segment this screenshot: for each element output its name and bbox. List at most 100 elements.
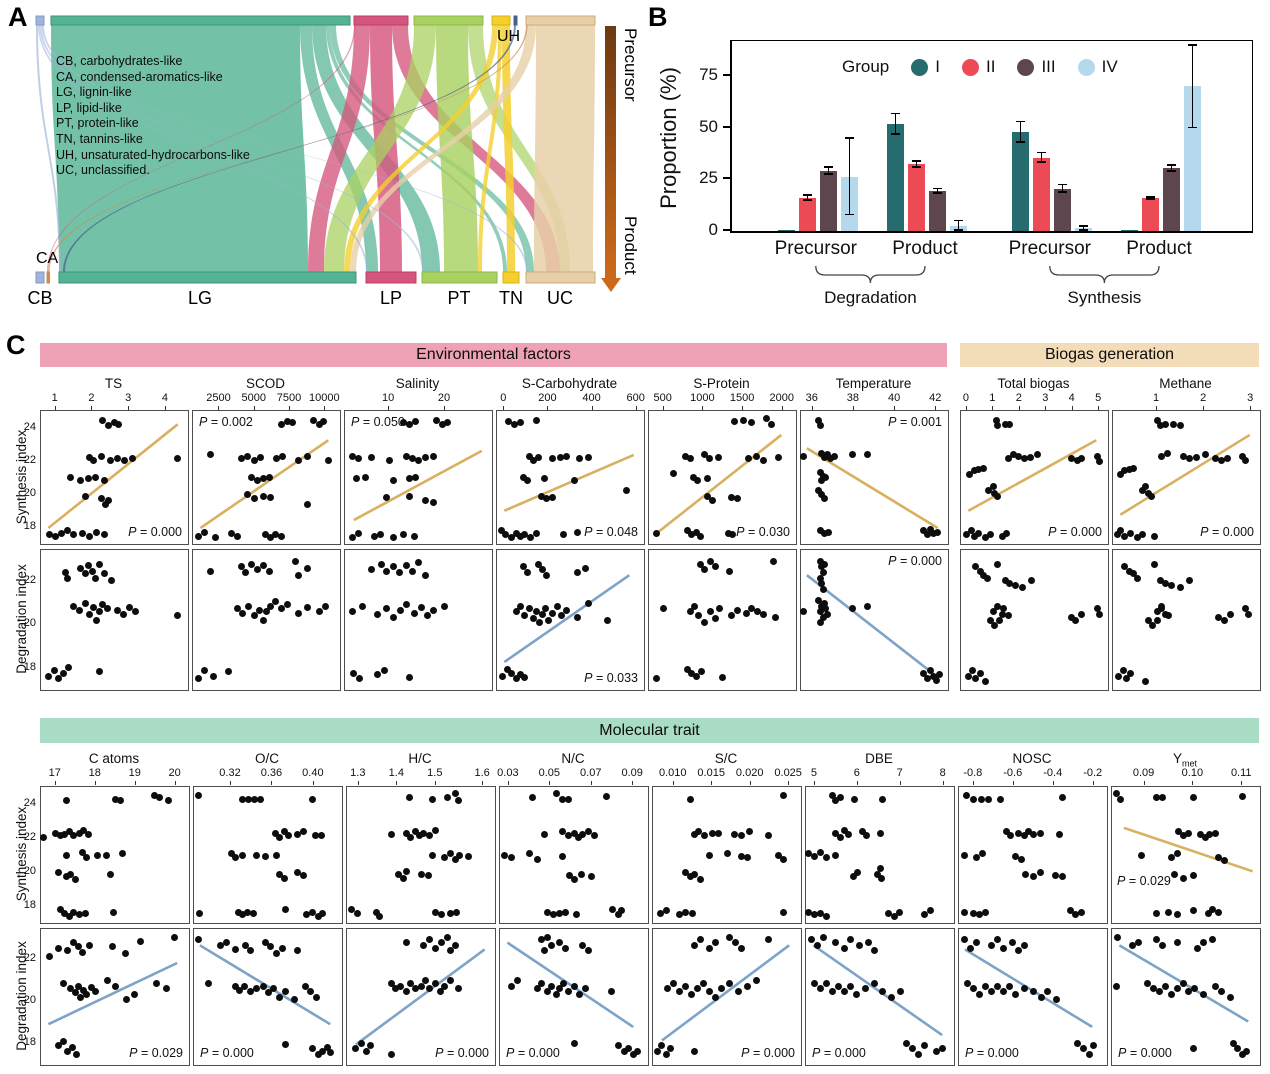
- scatter-point: [113, 455, 121, 463]
- x-tick-mark: [507, 781, 509, 785]
- x-tick-mark: [396, 781, 398, 785]
- scatter-point: [68, 1043, 76, 1051]
- scatter-point: [1152, 936, 1160, 944]
- x-tick-mark: [942, 781, 944, 785]
- scatter-point: [846, 936, 854, 944]
- scatter-point: [1001, 420, 1009, 428]
- scatter-point: [986, 531, 994, 539]
- x-tick-label: 17: [48, 767, 61, 779]
- scatter-point: [726, 933, 734, 941]
- scatter-point: [754, 608, 762, 616]
- scatter-point: [81, 570, 89, 578]
- scatter-point: [273, 455, 281, 463]
- scatter-point: [682, 452, 690, 460]
- scatter-point: [75, 606, 83, 614]
- scatter-point: [227, 529, 235, 537]
- scatter-point: [676, 988, 684, 996]
- scatter-point: [1138, 851, 1146, 859]
- scatter-point: [870, 947, 878, 955]
- scatter-point: [1202, 451, 1210, 459]
- x-tick-mark: [852, 406, 854, 410]
- scatter-point: [276, 870, 284, 878]
- scatter-point: [811, 911, 819, 919]
- scatter-point: [231, 982, 239, 990]
- scatter-point: [382, 493, 390, 501]
- scatter-point: [396, 982, 404, 990]
- scatter-point: [358, 1039, 366, 1047]
- scatter-plot: P = 0.048: [496, 410, 645, 545]
- scatter-point: [373, 671, 381, 679]
- x-tick-mark: [899, 781, 901, 785]
- sankey-bottom-label-CB: CB: [27, 288, 53, 308]
- scatter-point: [75, 911, 83, 919]
- scatter-point: [62, 568, 70, 576]
- error-bar-cap: [912, 166, 921, 168]
- scatter-point: [543, 988, 551, 996]
- scatter-point: [55, 869, 63, 877]
- sankey-node-LP: [365, 271, 417, 284]
- scatter-point: [500, 851, 508, 859]
- scatter-point: [877, 874, 885, 882]
- p-value-symbol: P: [1200, 525, 1209, 539]
- scatter-point: [1173, 850, 1181, 858]
- scatter-point: [382, 605, 390, 613]
- scatter-point: [519, 563, 527, 571]
- scatter-plot: [40, 549, 189, 691]
- scatter-point: [69, 602, 77, 610]
- p-value-label: P = 0.000: [965, 1046, 1019, 1060]
- scatter-point: [832, 851, 840, 859]
- scatter-point: [1029, 988, 1037, 996]
- scatter-point: [821, 599, 829, 607]
- x-tick-mark: [1098, 406, 1100, 410]
- x-tick-mark: [54, 406, 56, 410]
- scatter-point: [561, 908, 569, 916]
- scatter-point: [705, 988, 713, 996]
- scatter-point: [304, 452, 312, 460]
- scatter-point: [848, 451, 856, 459]
- scatter-point: [254, 476, 262, 484]
- error-bar-cap: [802, 199, 812, 201]
- x-tick-label: 2: [1015, 392, 1022, 404]
- scatter-point: [65, 828, 73, 836]
- scatter-point: [829, 988, 837, 996]
- scatter-point: [976, 911, 984, 919]
- scatter-point: [539, 610, 547, 618]
- scatter-point: [1150, 560, 1158, 568]
- scatter-point: [313, 993, 321, 1001]
- scatter-point: [385, 456, 393, 464]
- scatter-point: [521, 612, 529, 620]
- scatter-point: [277, 532, 285, 540]
- scatter-point: [526, 850, 534, 858]
- scatter-point: [1215, 908, 1223, 916]
- scatter-point: [1209, 936, 1217, 944]
- scatter-point: [821, 495, 829, 503]
- scatter-point: [701, 832, 709, 840]
- scatter-plot: [958, 786, 1108, 924]
- scatter-point: [1179, 874, 1187, 882]
- x-ticks-h/c: 1.3 1.4 1.5 1.6: [346, 767, 494, 785]
- scatter-point: [69, 531, 77, 539]
- scatter-point: [1152, 794, 1160, 802]
- scatter-point: [549, 911, 557, 919]
- scatter-point: [686, 455, 694, 463]
- b-legend-item-II: II: [961, 57, 995, 77]
- scatter-point: [585, 828, 593, 836]
- scatter-point: [897, 988, 905, 996]
- scatter-point: [382, 567, 390, 575]
- scatter-point: [84, 561, 92, 569]
- sankey-legend-line: UH, unsaturated-hydrocarbons-like: [56, 147, 250, 162]
- scatter-point: [992, 416, 1000, 424]
- x-tick-mark: [965, 406, 967, 410]
- p-value-label: P = 0.000: [888, 554, 942, 568]
- scatter-point: [698, 668, 706, 676]
- x-tick-label: 0.36: [260, 767, 283, 779]
- scatter-point: [1113, 531, 1121, 539]
- scatter-point: [243, 452, 251, 460]
- scatter-point: [104, 977, 112, 985]
- scatter-point: [919, 669, 927, 677]
- scatter-point: [1156, 577, 1164, 585]
- x-tick-label: 1.4: [388, 767, 404, 779]
- scatter-point: [239, 795, 247, 803]
- scatter-point: [207, 451, 215, 459]
- scatter-point: [315, 420, 323, 428]
